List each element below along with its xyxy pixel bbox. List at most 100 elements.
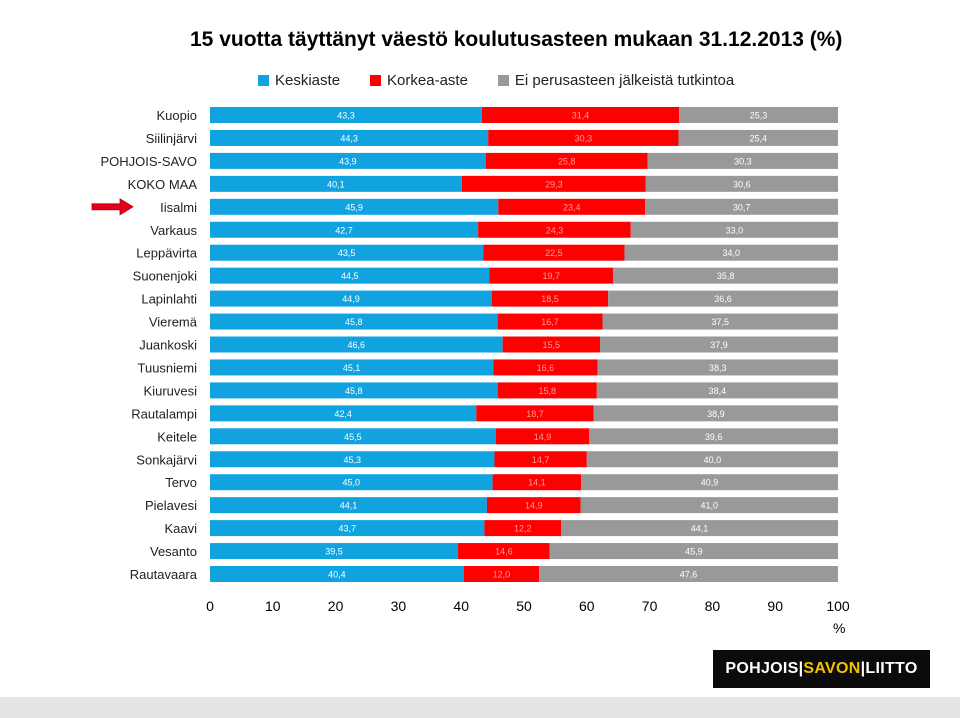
value-label-korkea-aste-iisalmi: 23,4 [563,202,581,212]
value-label-korkea-aste-suonenjoki: 19,7 [543,271,561,281]
x-tick-label-90: 90 [767,598,783,614]
bar-keskiaste-vesanto [210,543,459,560]
x-axis-label: % [833,620,846,636]
value-label-keskiaste-iisalmi: 45,9 [345,202,363,212]
value-label-ei-perusasteen-jalkeista-tutkintoa-iisalmi: 30,7 [733,202,751,212]
chart-legend: Keskiaste Korkea-aste Ei perusasteen jäl… [258,72,764,89]
bar-korkea-aste-kiuruvesi [497,382,597,399]
value-label-korkea-aste-kuopio: 31,4 [572,111,590,121]
category-label-pielavesi: Pielavesi [145,498,197,513]
category-label-pohjois-savo: POHJOIS-SAVO [100,154,197,169]
value-label-korkea-aste-tuusniemi: 16,6 [537,363,555,373]
x-tick-label-60: 60 [579,598,595,614]
bar-keskiaste-rautalampi [210,405,477,422]
value-label-korkea-aste-vesanto: 14,6 [495,547,513,557]
bar-keskiaste-koko-maa [210,175,462,192]
chart-title: 15 vuotta täyttänyt väestö koulutusastee… [190,28,843,51]
bar-keskiaste-juankoski [210,336,503,353]
bar-keskiaste-leppavirta [210,244,484,261]
value-label-keskiaste-pohjois-savo: 43,9 [339,156,357,166]
value-label-korkea-aste-kiuruvesi: 15,8 [538,386,556,396]
legend-swatch-ei-perusasteen [497,75,509,86]
bar-korkea-aste-keitele [495,428,590,445]
x-tick-label-10: 10 [265,598,281,614]
category-label-lapinlahti: Lapinlahti [141,292,197,307]
value-label-keskiaste-tervo: 45,0 [343,478,361,488]
value-label-ei-perusasteen-jalkeista-tutkintoa-tervo: 40,9 [701,478,719,488]
bar-korkea-aste-iisalmi [498,198,646,215]
bar-keskiaste-kuopio [210,107,482,123]
bar-ei-perusasteen-jalkeista-tutkintoa-koko-maa [645,175,838,192]
bar-korkea-aste-tervo [492,474,582,491]
value-label-korkea-aste-koko-maa: 29,3 [545,179,563,189]
bar-keskiaste-kiuruvesi [210,382,498,399]
value-label-keskiaste-juankoski: 46,6 [348,340,366,350]
bar-keskiaste-lapinlahti [210,290,492,307]
bar-korkea-aste-siilinjarvi [488,129,679,146]
legend-item-ei-perusasteen: Ei perusasteen jälkeistä tutkintoa [497,72,735,89]
legend-swatch-keskiaste [258,75,269,86]
logo-separator-1: | [798,660,804,677]
category-label-kuopio: Kuopio [157,108,197,123]
bar-keskiaste-suonenjoki [210,267,490,284]
value-label-keskiaste-lapinlahti: 44,9 [342,294,360,304]
value-label-keskiaste-leppavirta: 43,5 [338,248,356,258]
category-label-vierema: Vieremä [149,315,198,330]
category-label-leppavirta: Leppävirta [136,246,197,261]
bar-ei-perusasteen-jalkeista-tutkintoa-kaavi [561,520,838,537]
value-label-ei-perusasteen-jalkeista-tutkintoa-rautalampi: 38,9 [707,409,725,419]
value-label-ei-perusasteen-jalkeista-tutkintoa-juankoski: 37,9 [710,340,728,350]
bar-keskiaste-rautavaara [210,566,464,582]
value-label-korkea-aste-leppavirta: 22,5 [545,248,563,258]
value-label-korkea-aste-sonkajarvi: 14,7 [532,455,550,465]
bar-korkea-aste-pohjois-savo [485,152,648,169]
value-label-ei-perusasteen-jalkeista-tutkintoa-sonkajarvi: 40,0 [704,455,722,465]
value-label-keskiaste-pielavesi: 44,1 [340,501,358,511]
bar-ei-perusasteen-jalkeista-tutkintoa-vierema [602,313,838,330]
value-label-korkea-aste-kaavi: 12,2 [514,524,532,534]
value-label-ei-perusasteen-jalkeista-tutkintoa-kaavi: 44,1 [691,524,709,534]
category-label-tuusniemi: Tuusniemi [138,360,198,375]
value-label-ei-perusasteen-jalkeista-tutkintoa-suonenjoki: 35,8 [717,271,735,281]
footer-band [0,697,960,718]
bar-korkea-aste-pielavesi [486,497,581,514]
bar-ei-perusasteen-jalkeista-tutkintoa-vesanto [549,543,838,560]
bar-ei-perusasteen-jalkeista-tutkintoa-pielavesi [580,497,838,514]
bar-korkea-aste-tuusniemi [493,359,598,376]
legend-label-ei-perusasteen: Ei perusasteen jälkeistä tutkintoa [514,72,735,89]
logo-text-savon: SAVON [803,660,861,677]
bar-ei-perusasteen-jalkeista-tutkintoa-suonenjoki [613,267,838,284]
bar-keskiaste-iisalmi [210,198,499,215]
value-label-keskiaste-vesanto: 39,5 [325,547,343,557]
bar-ei-perusasteen-jalkeista-tutkintoa-rautavaara [539,566,838,582]
value-label-keskiaste-kiuruvesi: 45,8 [345,386,363,396]
value-label-keskiaste-kaavi: 43,7 [338,524,356,534]
value-label-keskiaste-rautavaara: 40,4 [328,570,346,580]
bar-keskiaste-keitele [210,428,496,445]
category-label-kaavi: Kaavi [164,521,197,536]
value-label-korkea-aste-rautalampi: 18,7 [526,409,544,419]
value-label-ei-perusasteen-jalkeista-tutkintoa-vesanto: 45,9 [685,547,703,557]
pohjois-savon-liitto-logo: POHJOIS | SAVON | LIITTO [713,650,930,688]
bar-keskiaste-tervo [210,474,493,491]
bar-korkea-aste-sonkajarvi [494,451,587,468]
bar-korkea-aste-vesanto [458,543,550,560]
logo-text-liitto: LIITTO [865,660,918,677]
bar-ei-perusasteen-jalkeista-tutkintoa-siilinjarvi [678,129,838,146]
category-label-vesanto: Vesanto [150,544,197,559]
value-label-korkea-aste-juankoski: 15,5 [543,340,561,350]
value-label-ei-perusasteen-jalkeista-tutkintoa-kiuruvesi: 38,4 [709,386,727,396]
value-label-korkea-aste-tervo: 14,1 [528,478,546,488]
bar-korkea-aste-kuopio [481,107,680,123]
value-label-korkea-aste-vierema: 16,7 [541,317,559,327]
value-label-korkea-aste-rautavaara: 12,0 [493,570,511,580]
category-label-tervo: Tervo [165,475,197,490]
value-label-ei-perusasteen-jalkeista-tutkintoa-pielavesi: 41,0 [700,501,718,511]
bar-ei-perusasteen-jalkeista-tutkintoa-tuusniemi [597,359,838,376]
category-label-suonenjoki: Suonenjoki [133,269,197,284]
x-tick-label-100: 100 [826,598,850,614]
bar-korkea-aste-kaavi [484,520,562,537]
bar-ei-perusasteen-jalkeista-tutkintoa-varkaus [630,221,838,238]
value-label-keskiaste-rautalampi: 42,4 [334,409,352,419]
category-label-keitele: Keitele [157,429,197,444]
